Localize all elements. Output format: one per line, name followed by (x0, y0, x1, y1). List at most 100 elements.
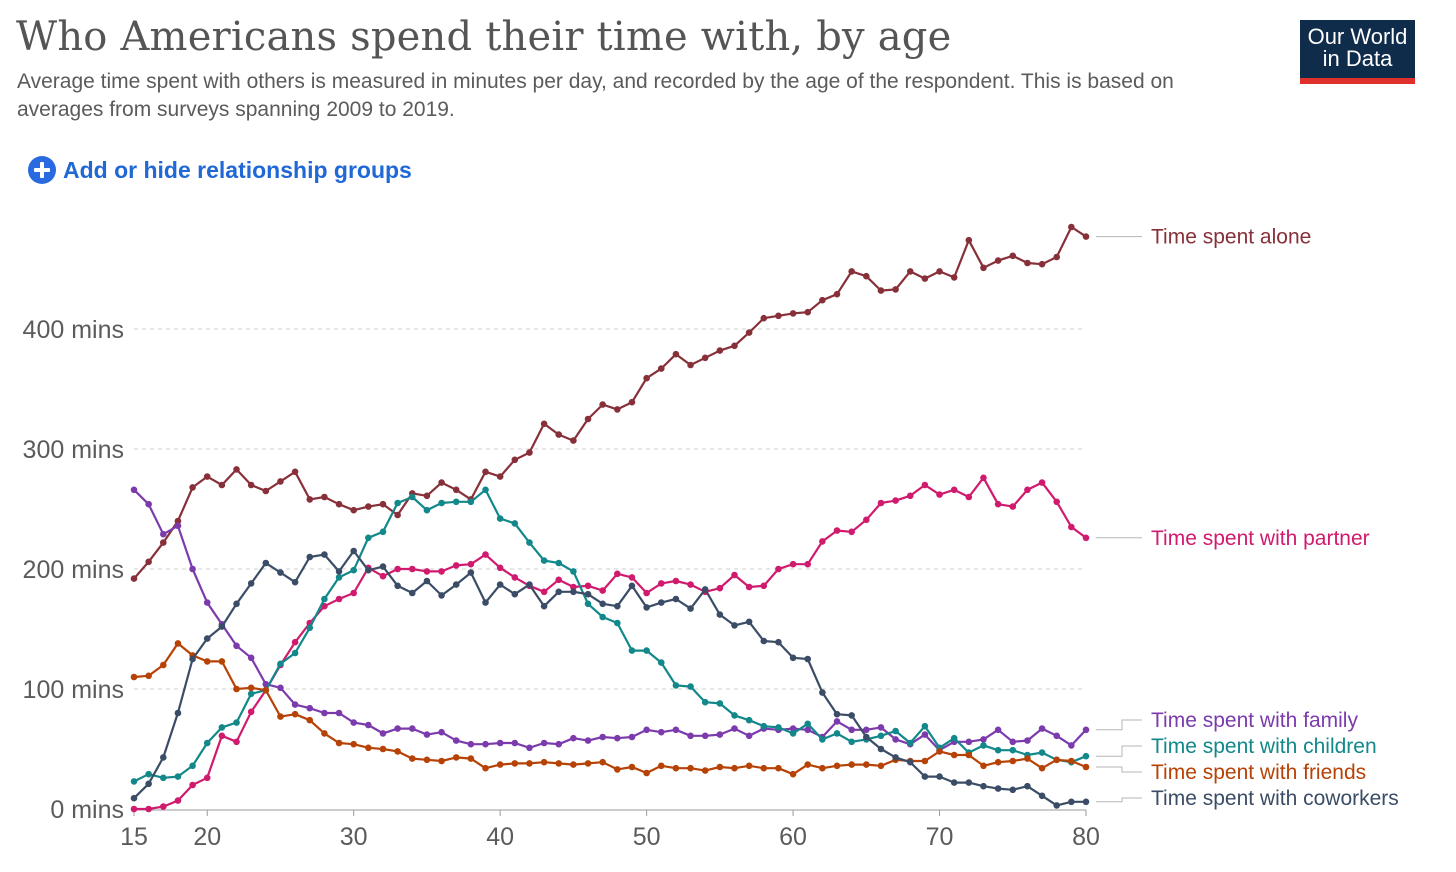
data-point-time-spent-with-friends[interactable] (526, 760, 533, 767)
data-point-time-spent-with-coworkers[interactable] (1038, 792, 1046, 800)
data-point-time-spent-alone[interactable] (833, 290, 841, 298)
data-point-time-spent-with-partner[interactable] (467, 560, 475, 568)
data-point-time-spent-with-coworkers[interactable] (291, 578, 299, 586)
data-point-time-spent-alone[interactable] (848, 268, 855, 275)
data-point-time-spent-alone[interactable] (1038, 260, 1046, 268)
data-point-time-spent-with-partner[interactable] (233, 738, 240, 746)
data-point-time-spent-with-friends[interactable] (804, 761, 812, 768)
data-point-time-spent-with-partner[interactable] (394, 565, 401, 573)
data-point-time-spent-alone[interactable] (452, 486, 460, 494)
data-point-time-spent-with-family[interactable] (965, 738, 973, 746)
data-point-time-spent-with-family[interactable] (247, 654, 255, 662)
data-point-time-spent-with-partner[interactable] (555, 576, 563, 584)
data-point-time-spent-with-partner[interactable] (863, 516, 870, 524)
data-point-time-spent-alone[interactable] (145, 558, 152, 566)
data-point-time-spent-alone[interactable] (511, 456, 519, 464)
data-point-time-spent-alone[interactable] (379, 500, 387, 508)
data-point-time-spent-with-partner[interactable] (731, 571, 738, 579)
data-point-time-spent-alone[interactable] (365, 503, 372, 510)
data-point-time-spent-with-family[interactable] (1082, 726, 1090, 734)
data-point-time-spent-alone[interactable] (687, 361, 694, 369)
data-point-time-spent-with-friends[interactable] (159, 661, 167, 669)
data-point-time-spent-with-coworkers[interactable] (321, 551, 328, 558)
data-point-time-spent-alone[interactable] (130, 575, 138, 582)
data-point-time-spent-with-coworkers[interactable] (848, 712, 855, 719)
data-point-time-spent-with-friends[interactable] (394, 748, 401, 755)
data-point-time-spent-with-friends[interactable] (760, 764, 768, 772)
data-point-time-spent-alone[interactable] (1009, 252, 1017, 260)
data-point-time-spent-with-partner[interactable] (819, 538, 826, 545)
data-point-time-spent-with-coworkers[interactable] (379, 563, 387, 570)
data-point-time-spent-with-friends[interactable] (423, 756, 431, 764)
data-point-time-spent-alone[interactable] (203, 473, 211, 480)
data-point-time-spent-with-coworkers[interactable] (745, 618, 753, 626)
data-point-time-spent-with-children[interactable] (657, 659, 665, 666)
data-point-time-spent-alone[interactable] (555, 431, 563, 438)
data-point-time-spent-with-partner[interactable] (614, 570, 621, 578)
data-point-time-spent-with-partner[interactable] (877, 499, 885, 507)
data-point-time-spent-with-children[interactable] (687, 683, 694, 690)
data-point-time-spent-with-coworkers[interactable] (482, 599, 489, 606)
data-point-time-spent-with-family[interactable] (438, 728, 445, 736)
data-point-time-spent-with-friends[interactable] (701, 767, 709, 774)
data-point-time-spent-with-family[interactable] (291, 701, 299, 708)
data-point-time-spent-with-partner[interactable] (1053, 498, 1061, 506)
data-point-time-spent-with-coworkers[interactable] (394, 582, 401, 590)
data-point-time-spent-with-children[interactable] (731, 712, 738, 719)
data-point-time-spent-with-friends[interactable] (994, 758, 1002, 766)
data-point-time-spent-alone[interactable] (277, 478, 284, 485)
data-point-time-spent-with-children[interactable] (189, 762, 196, 770)
data-point-time-spent-with-partner[interactable] (994, 500, 1002, 508)
data-point-time-spent-with-friends[interactable] (672, 764, 680, 772)
data-point-time-spent-with-coworkers[interactable] (628, 582, 636, 590)
data-point-time-spent-with-partner[interactable] (745, 583, 753, 591)
data-point-time-spent-with-coworkers[interactable] (526, 581, 533, 588)
data-point-time-spent-with-children[interactable] (775, 724, 782, 731)
data-point-time-spent-with-coworkers[interactable] (233, 600, 240, 608)
data-point-time-spent-with-children[interactable] (877, 732, 885, 740)
data-point-time-spent-with-children[interactable] (994, 746, 1002, 754)
data-point-time-spent-with-children[interactable] (980, 742, 987, 749)
data-point-time-spent-with-family[interactable] (804, 726, 812, 734)
data-point-time-spent-with-friends[interactable] (452, 754, 460, 761)
data-point-time-spent-with-friends[interactable] (657, 762, 665, 770)
data-point-time-spent-with-family[interactable] (511, 739, 519, 747)
data-point-time-spent-with-family[interactable] (980, 736, 987, 743)
data-point-time-spent-alone[interactable] (980, 264, 987, 272)
data-point-time-spent-with-friends[interactable] (863, 761, 870, 768)
data-point-time-spent-with-partner[interactable] (980, 474, 987, 482)
data-point-time-spent-with-partner[interactable] (423, 568, 431, 575)
our-world-in-data-logo[interactable]: Our World in Data (1300, 20, 1415, 84)
data-point-time-spent-alone[interactable] (1053, 253, 1061, 261)
data-point-time-spent-with-coworkers[interactable] (262, 559, 270, 567)
data-point-time-spent-with-coworkers[interactable] (174, 709, 182, 717)
data-point-time-spent-with-family[interactable] (1024, 737, 1031, 744)
data-point-time-spent-with-family[interactable] (540, 739, 548, 747)
data-point-time-spent-with-coworkers[interactable] (189, 655, 196, 663)
data-point-time-spent-with-coworkers[interactable] (716, 611, 724, 618)
data-point-time-spent-alone[interactable] (643, 374, 650, 382)
data-point-time-spent-with-partner[interactable] (145, 805, 152, 813)
data-point-time-spent-with-friends[interactable] (570, 761, 577, 768)
data-point-time-spent-alone[interactable] (936, 268, 943, 275)
data-point-time-spent-with-family[interactable] (1068, 742, 1075, 749)
data-point-time-spent-with-children[interactable] (482, 486, 489, 494)
add-relationship-groups-button[interactable]: Add or hide relationship groups (28, 156, 412, 184)
data-point-time-spent-alone[interactable] (335, 500, 343, 508)
data-point-time-spent-alone[interactable] (350, 506, 357, 514)
data-point-time-spent-with-coworkers[interactable] (365, 566, 372, 574)
data-point-time-spent-with-partner[interactable] (643, 589, 650, 597)
data-point-time-spent-with-children[interactable] (145, 770, 152, 778)
data-point-time-spent-with-family[interactable] (145, 500, 152, 508)
data-point-time-spent-alone[interactable] (906, 268, 914, 275)
data-point-time-spent-alone[interactable] (863, 272, 870, 280)
data-point-time-spent-with-friends[interactable] (145, 672, 152, 680)
data-point-time-spent-with-friends[interactable] (628, 763, 636, 771)
data-point-time-spent-with-partner[interactable] (833, 527, 841, 534)
data-point-time-spent-with-friends[interactable] (614, 766, 621, 773)
data-point-time-spent-with-family[interactable] (848, 726, 855, 734)
data-point-time-spent-with-children[interactable] (760, 722, 768, 730)
series-label-time-spent-with-children[interactable]: Time spent with children (1151, 735, 1377, 758)
data-point-time-spent-alone[interactable] (731, 342, 738, 350)
data-point-time-spent-with-family[interactable] (570, 734, 577, 742)
